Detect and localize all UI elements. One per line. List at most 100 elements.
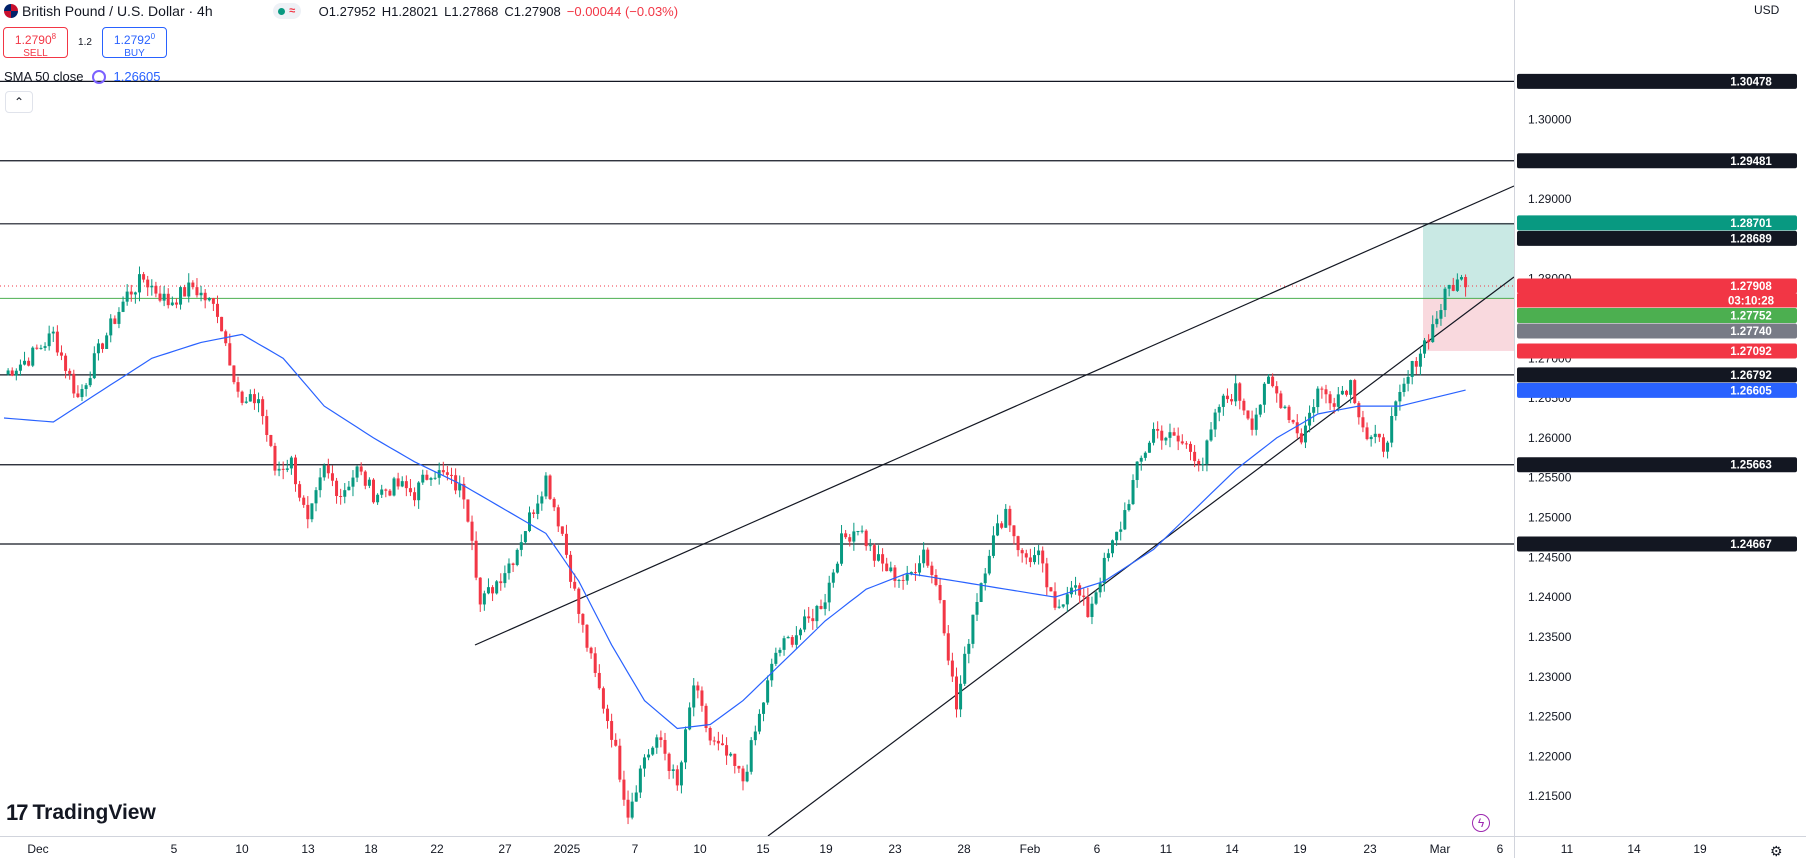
candle-body — [39, 347, 43, 349]
candle-body — [647, 754, 651, 758]
candle-body — [626, 799, 630, 818]
candle-body — [413, 492, 417, 501]
candle-body — [343, 490, 347, 497]
candle-body — [889, 567, 893, 572]
candle-body — [166, 293, 170, 306]
y-tick-label: 1.21500 — [1528, 789, 1572, 803]
candle-body — [220, 316, 224, 332]
candle-body — [1156, 428, 1160, 431]
stop-zone — [1423, 298, 1514, 351]
candle-body — [491, 587, 495, 594]
candle-body — [445, 472, 449, 475]
candle-body — [614, 739, 618, 746]
candle-body — [68, 370, 72, 374]
candle-body — [351, 477, 355, 487]
trade-panel: 1.27908 SELL 1.2 1.27920 BUY — [3, 27, 167, 59]
x-tick-label: 19 — [819, 842, 833, 856]
candle-body — [240, 391, 244, 403]
indicator-legend[interactable]: SMA 50 close 1.26605 — [4, 69, 161, 84]
candle-body — [129, 291, 133, 295]
collapse-legend-button[interactable]: ⌃ — [5, 91, 33, 113]
candle-body — [741, 768, 745, 782]
candle-body — [18, 364, 22, 371]
lightning-icon[interactable]: ϟ — [1472, 814, 1490, 832]
candle-body — [930, 565, 934, 575]
candle-body — [1012, 525, 1016, 537]
candle-body — [852, 531, 856, 542]
candle-body — [322, 465, 326, 478]
candle-body — [1369, 436, 1373, 440]
candle-body — [593, 653, 597, 673]
candle-body — [1045, 563, 1049, 588]
buy-button[interactable]: 1.27920 BUY — [102, 27, 167, 59]
trendlines — [474, 185, 1515, 837]
candle-body — [113, 318, 117, 324]
price-tag-label: 1.28689 — [1730, 233, 1772, 245]
candle-body — [396, 478, 400, 487]
candle-body — [745, 771, 749, 782]
candle-body — [692, 685, 696, 708]
currency-selector[interactable]: USD — [1754, 3, 1780, 17]
gear-icon[interactable]: ⚙ — [1770, 843, 1783, 859]
candle-body — [1242, 400, 1246, 411]
symbol-title[interactable]: British Pound / U.S. Dollar · 4h — [22, 3, 213, 19]
candle-body — [76, 393, 80, 398]
market-status[interactable]: ≈ — [272, 3, 301, 19]
candle-body — [1053, 591, 1057, 608]
candle-body — [187, 282, 191, 297]
y-tick-label: 1.22500 — [1528, 710, 1572, 724]
candle-body — [1291, 420, 1295, 423]
tradingview-logo-text: TradingView — [32, 801, 156, 824]
symbol-header: British Pound / U.S. Dollar · 4h ≈ O1.27… — [0, 0, 678, 22]
candle-body — [753, 731, 757, 741]
x-tick-label: 2025 — [554, 842, 581, 856]
candle-body — [425, 474, 429, 480]
ohlc-low: L1.27868 — [444, 3, 499, 19]
candle-body — [511, 563, 515, 565]
candle-body — [1427, 340, 1431, 343]
sell-price-sup: 8 — [51, 32, 57, 41]
candle-body — [519, 542, 523, 550]
candle-body — [1381, 437, 1385, 452]
candle-body — [64, 355, 68, 371]
candle-body — [252, 394, 256, 404]
candle-body — [1028, 557, 1032, 563]
candle-body — [1349, 380, 1353, 395]
sell-button[interactable]: 1.27908 SELL — [3, 27, 68, 59]
sma-50-line — [3, 333, 1466, 730]
candle-body — [195, 287, 199, 296]
candle-body — [1090, 603, 1094, 617]
price-tag-label: 1.29481 — [1730, 156, 1772, 168]
candle-body — [289, 457, 293, 469]
buy-price: 1.2792 — [113, 33, 151, 47]
price-tag-label: 1.27752 — [1730, 310, 1772, 322]
price-tag-bg — [1517, 367, 1797, 383]
candle-body — [1283, 406, 1287, 408]
candle-body — [901, 579, 905, 581]
candle-body — [84, 385, 88, 390]
candle-body — [1201, 463, 1205, 465]
candle-body — [92, 353, 96, 379]
candle-body — [1106, 553, 1110, 558]
candle-body — [117, 311, 121, 324]
candle-body — [384, 489, 388, 491]
candle-body — [1069, 587, 1073, 595]
candle-body — [1152, 428, 1156, 443]
buy-price-sup: 0 — [150, 32, 156, 41]
candle-body — [1189, 443, 1193, 452]
candle-body — [470, 521, 474, 541]
candle-body — [154, 285, 158, 294]
candle-body — [298, 484, 302, 498]
candle-body — [790, 637, 794, 645]
candle-body — [1193, 451, 1197, 462]
candle-body — [211, 298, 215, 304]
tradingview-logo[interactable]: 17 TradingView — [6, 800, 156, 826]
candle-body — [1303, 425, 1307, 443]
candle-body — [1160, 430, 1164, 441]
candle-body — [421, 474, 425, 483]
candle-body — [642, 757, 646, 769]
candle-body — [1049, 587, 1053, 592]
candle-body — [1357, 403, 1361, 418]
candle-body — [835, 563, 839, 573]
